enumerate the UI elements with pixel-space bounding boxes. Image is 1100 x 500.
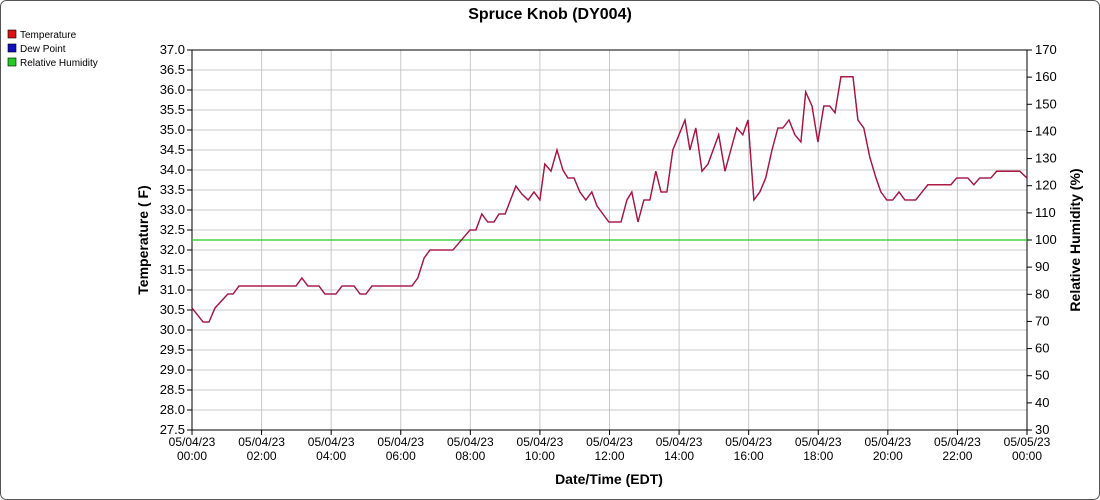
y-tick-label: 30.5 [160,302,185,317]
x-tick-label: 05/04/23 10:00 [517,435,564,463]
x-tick-label: 05/04/23 00:00 [169,435,216,463]
x-tick-label: 05/04/23 06:00 [377,435,424,463]
y-tick-label: 32.5 [160,222,185,237]
x-tick-label: 05/05/23 00:00 [1004,435,1051,463]
legend-label: Dew Point [20,44,66,55]
legend-swatch [7,43,17,53]
y2-tick-label: 130 [1035,151,1057,166]
y-tick-label: 37.0 [160,42,185,57]
y-tick-label: 35.0 [160,122,185,137]
y2-tick-label: 40 [1035,395,1049,410]
x-tick-label: 05/04/23 20:00 [864,435,911,463]
y-tick-label: 27.5 [160,422,185,437]
x-axis-label: Date/Time (EDT) [555,471,663,487]
x-tick-label: 05/04/23 14:00 [656,435,703,463]
y2-tick-label: 110 [1035,205,1056,220]
series-line [191,76,1028,323]
y2-tick-label: 120 [1035,178,1057,193]
x-tick-label: 05/04/23 12:00 [586,435,633,463]
y2-tick-label: 30 [1035,422,1049,437]
legend-swatch [7,57,17,67]
y-tick-label: 31.5 [160,262,185,277]
legend-swatch [7,29,17,39]
x-tick-label: 05/04/23 04:00 [308,435,355,463]
x-tick-label: 05/04/23 16:00 [725,435,772,463]
x-tick-label: 05/04/23 18:00 [795,435,842,463]
y-tick-label: 36.5 [160,62,185,77]
y2-axis-label: Relative Humidity (%) [1067,168,1083,311]
legend-label: Temperature [20,30,77,41]
y-tick-label: 29.0 [160,362,185,377]
y-tick-label: 33.0 [160,202,185,217]
y-axis-label: Temperature ( F) [135,185,151,294]
y2-tick-label: 90 [1035,259,1049,274]
y2-tick-label: 170 [1035,42,1057,57]
y-tick-label: 34.0 [160,162,185,177]
y-tick-label: 31.0 [160,282,185,297]
x-tick-label: 05/04/23 02:00 [238,435,285,463]
y-tick-label: 28.5 [160,382,185,397]
y2-tick-label: 160 [1035,69,1057,84]
y-tick-label: 29.5 [160,342,185,357]
y2-tick-label: 50 [1035,368,1049,383]
x-tick-label: 05/04/23 22:00 [934,435,981,463]
y2-tick-label: 100 [1035,232,1057,247]
x-tick-label: 05/04/23 08:00 [447,435,494,463]
y-tick-label: 30.0 [160,322,185,337]
y-tick-label: 32.0 [160,242,185,257]
y-tick-label: 35.5 [160,102,185,117]
y2-tick-label: 80 [1035,286,1049,301]
y-tick-label: 33.5 [160,182,185,197]
legend-label: Relative Humidity [20,58,98,69]
chart-title: Spruce Knob (DY004) [468,6,632,23]
y2-tick-label: 140 [1035,123,1057,138]
y2-tick-label: 150 [1035,96,1057,111]
y-tick-label: 28.0 [160,402,185,417]
y2-tick-label: 70 [1035,313,1049,328]
y2-tick-label: 60 [1035,341,1049,356]
y-tick-label: 34.5 [160,142,185,157]
y-tick-label: 36.0 [160,82,185,97]
